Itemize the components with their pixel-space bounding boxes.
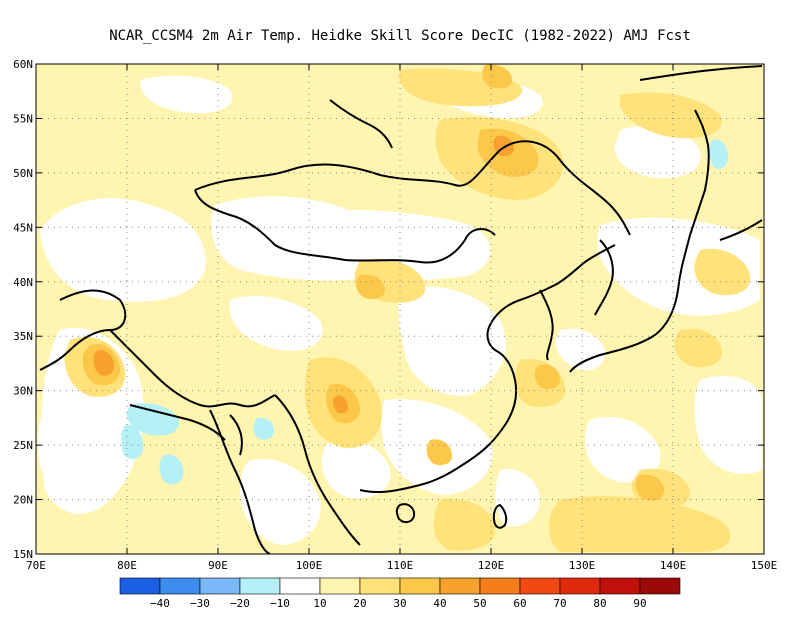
x-axis-labels: 70E 80E 90E 100E 110E 120E 130E 140E 150E (26, 559, 777, 572)
map-graticule (36, 64, 764, 554)
y-axis-labels: 15N 20N 25N 30N 35N 40N 45N 50N 55N 60N (13, 58, 33, 561)
x-tick-label: 120E (478, 559, 505, 572)
colorbar-label: 30 (393, 597, 406, 610)
y-tick-label: 35N (13, 330, 33, 343)
x-tick-label: 100E (296, 559, 323, 572)
colorbar-swatch (399, 577, 441, 595)
colorbar-swatch (559, 577, 601, 595)
colorbar-swatch (359, 577, 401, 595)
y-tick-label: 30N (13, 385, 33, 398)
x-tick-label: 90E (208, 559, 228, 572)
y-tick-label: 60N (13, 58, 33, 71)
colorbar-swatch (159, 577, 201, 595)
y-tick-label: 45N (13, 221, 33, 234)
colorbar-swatch (119, 577, 161, 595)
y-tick-label: 55N (13, 112, 33, 125)
colorbar-label: −20 (230, 597, 250, 610)
negative-score-regions (121, 139, 728, 485)
y-tick-label: 25N (13, 439, 33, 452)
colorbar-swatch (479, 577, 521, 595)
x-tick-label: 110E (387, 559, 414, 572)
axis-tick-marks (35, 63, 765, 555)
y-tick-label: 20N (13, 494, 33, 507)
x-tick-label: 130E (569, 559, 596, 572)
colorbar-label: 80 (593, 597, 606, 610)
colorbar-label: −30 (190, 597, 210, 610)
colorbar-swatch (279, 577, 321, 595)
colorbar-swatch (639, 577, 681, 595)
x-tick-label: 70E (26, 559, 46, 572)
x-tick-label: 80E (117, 559, 137, 572)
colorbar-label: −10 (270, 597, 290, 610)
chart-title: NCAR_CCSM4 2m Air Temp. Heidke Skill Sco… (109, 28, 691, 44)
colorbar-label: 60 (513, 597, 526, 610)
colorbar-label: −40 (150, 597, 170, 610)
colorbar-label: 50 (473, 597, 486, 610)
x-tick-label: 150E (751, 559, 778, 572)
x-tick-label: 140E (660, 559, 687, 572)
colorbar-swatch (599, 577, 641, 595)
colorbar-label: 10 (313, 597, 326, 610)
colorbar-label: 20 (353, 597, 366, 610)
colorbar-swatch (239, 577, 281, 595)
y-tick-label: 50N (13, 167, 33, 180)
colorbar-label: 40 (433, 597, 446, 610)
colorbar-swatch (319, 577, 361, 595)
colorbar-label: 70 (553, 597, 566, 610)
y-tick-label: 40N (13, 276, 33, 289)
colorbar-swatch (439, 577, 481, 595)
coastlines-borders (39, 65, 763, 554)
colorbar-swatch (519, 577, 561, 595)
y-tick-label: 15N (13, 548, 33, 561)
colorbar-swatch (199, 577, 241, 595)
colorbar: −40 −30 −20 −10 10 20 30 40 50 60 70 80 90 (119, 577, 681, 610)
colorbar-label: 90 (633, 597, 646, 610)
